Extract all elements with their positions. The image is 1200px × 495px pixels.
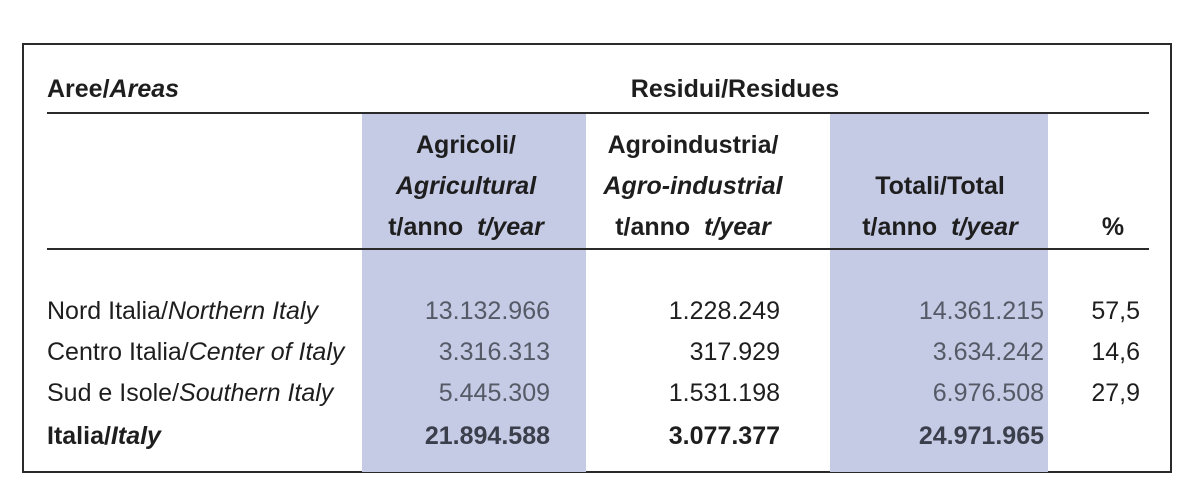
row-area-italy-total: Italia/Italy <box>47 422 161 450</box>
agroindustrial-header-unit: t/anno t/year <box>615 213 771 241</box>
total-header-unit: t/anno t/year <box>862 213 1018 241</box>
cell-agricultural: 3.316.313 <box>438 338 550 366</box>
cell-agricultural: 13.132.966 <box>424 297 550 325</box>
subheader-rule <box>47 248 1149 250</box>
total-agricultural: 21.894.588 <box>424 422 550 450</box>
cell-agroindustrial: 317.929 <box>689 338 780 366</box>
cell-agroindustrial: 1.228.249 <box>668 297 780 325</box>
agricultural-header-line1: Agricoli/ <box>415 131 517 159</box>
total-header-line1: Totali/Total <box>875 172 1005 200</box>
cell-total: 14.361.215 <box>918 297 1044 325</box>
agricultural-column-shade <box>362 114 586 472</box>
agricultural-header-line2: Agricultural <box>395 172 537 200</box>
total-column-shade <box>830 114 1048 472</box>
row-area-south: Sud e Isole/Southern Italy <box>47 379 334 407</box>
cell-agricultural: 5.445.309 <box>438 379 550 407</box>
cell-percent: 14,6 <box>1091 338 1140 366</box>
agricultural-header-unit: t/anno t/year <box>388 213 544 241</box>
total-agroindustrial: 3.077.377 <box>668 422 780 450</box>
cell-percent: 27,9 <box>1091 379 1140 407</box>
areas-header-it: Aree/ <box>47 75 110 103</box>
agroindustrial-header-line1: Agroindustria/ <box>607 131 779 159</box>
agroindustrial-header-line2: Agro-industrial <box>603 172 783 200</box>
header-rule <box>47 112 1149 114</box>
areas-header-en: Areas <box>109 75 180 103</box>
cell-percent: 57,5 <box>1091 297 1140 325</box>
cell-total: 6.976.508 <box>932 379 1044 407</box>
row-area-north: Nord Italia/Northern Italy <box>47 297 318 325</box>
total-total: 24.971.965 <box>918 422 1044 450</box>
residues-header: Residui/Residues <box>630 75 840 103</box>
row-area-center: Centro Italia/Center of Italy <box>47 338 345 366</box>
cell-total: 3.634.242 <box>932 338 1044 366</box>
areas-header: Aree/Areas <box>47 74 179 104</box>
cell-agroindustrial: 1.531.198 <box>668 379 780 407</box>
percent-header: % <box>1101 213 1125 241</box>
